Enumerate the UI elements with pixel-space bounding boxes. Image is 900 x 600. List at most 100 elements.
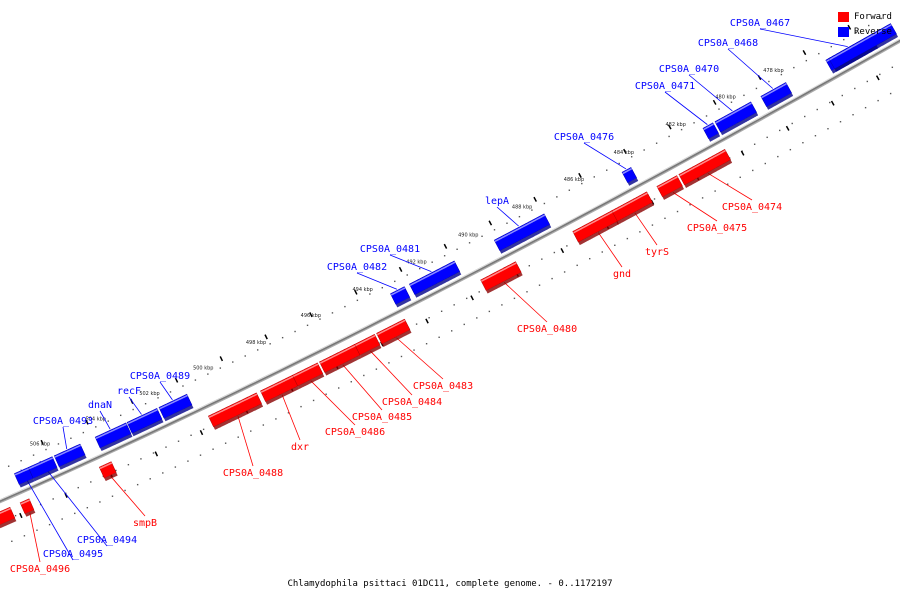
gene-cps0a-0486-body <box>292 362 324 387</box>
track-dot <box>269 343 271 345</box>
gene-cps0a-0484-label: CPS0A_0484 <box>382 397 442 408</box>
track-dot <box>11 540 13 543</box>
track-dot <box>852 114 854 116</box>
gene-cps0a-0489-leader <box>159 381 173 401</box>
gene-cps0a-0494[interactable] <box>27 456 59 482</box>
tick-mark <box>443 243 448 249</box>
track-dot <box>232 361 234 363</box>
track-dot <box>187 460 189 462</box>
track-dot <box>714 190 716 192</box>
track-dot <box>115 469 117 472</box>
tick-mark <box>623 148 627 154</box>
track-dot <box>169 391 172 393</box>
gene-cps0a-0484-shadow <box>359 345 382 359</box>
track-dot <box>664 217 666 220</box>
track-dot <box>778 129 781 132</box>
gene-cps0a-0485[interactable] <box>319 343 362 376</box>
track-dot <box>513 297 516 300</box>
kbp-tick-label: 502 kbp <box>139 391 159 397</box>
gene-cps0a-0474-highlight <box>679 149 726 177</box>
track-dot <box>780 73 783 76</box>
gene-recf-shadow <box>132 419 164 437</box>
tick-mark <box>802 49 807 56</box>
gene-lepa[interactable] <box>493 213 552 254</box>
gene-cps0a-0488-leader <box>237 416 254 467</box>
track-dot <box>879 73 881 76</box>
gene-cps0a-0495-body <box>13 467 34 485</box>
track-dot <box>563 271 566 273</box>
gene-cps0a-0476-leader <box>583 142 627 170</box>
tick-mark <box>219 356 224 362</box>
gene-cps0a-0482-label: CPS0A_0482 <box>327 262 387 273</box>
gene-cps0a-0483[interactable] <box>376 318 412 347</box>
gene-partial-top-body <box>828 23 897 70</box>
track-dot <box>804 115 806 118</box>
track-dot <box>338 387 340 389</box>
track-dot <box>82 431 85 434</box>
gene-cps0a-0476[interactable] <box>621 167 639 186</box>
gene-cps0a-0488-body <box>207 392 262 428</box>
track-dot <box>74 512 76 515</box>
gene-cps0a-0468-body <box>760 82 792 108</box>
tick-mark <box>199 430 204 436</box>
gene-cps0a-0493[interactable] <box>53 443 87 470</box>
gene-cps0a-0488[interactable] <box>207 392 264 430</box>
track-dot <box>705 115 708 117</box>
gene-cps0a-0474[interactable] <box>678 148 733 188</box>
gene-dxr-body <box>260 374 299 403</box>
track-dot <box>768 80 770 83</box>
track-dot <box>614 244 616 247</box>
gene-cps0a-0471-shadow <box>708 133 721 142</box>
track-dot <box>294 330 296 333</box>
track-dot <box>440 310 443 312</box>
gene-cps0a-0467-leader <box>759 28 848 47</box>
gene-dnan-label: dnaN <box>88 400 112 411</box>
gene-cps0a-0484-leader <box>370 350 413 396</box>
track-dot <box>7 465 10 467</box>
gene-cps0a-0486[interactable] <box>292 362 325 389</box>
gene-cps0a-0471[interactable] <box>702 122 721 142</box>
gene-cps0a-0475-leader <box>672 192 718 222</box>
gene-cps0a-0480-leader <box>503 282 548 323</box>
track-dot <box>829 101 831 104</box>
gene-smpb[interactable] <box>98 461 118 481</box>
gene-gnd[interactable] <box>572 210 619 246</box>
gene-dnan[interactable] <box>94 422 133 451</box>
gene-cps0a-0481[interactable] <box>408 260 462 298</box>
gene-dnan-body <box>94 422 132 449</box>
gene-cps0a-0468[interactable] <box>760 82 794 110</box>
gene-cps0a-0480[interactable] <box>480 261 523 294</box>
track-dot <box>306 324 309 327</box>
tick-mark <box>785 125 790 131</box>
track-dot <box>363 374 365 377</box>
backbone-shadow <box>0 40 900 504</box>
gene-cps0a-0489-body <box>158 393 193 419</box>
track-dot <box>388 362 390 364</box>
gene-cps0a-0494-body <box>27 456 58 479</box>
gene-cps0a-0475[interactable] <box>656 175 684 200</box>
gene-cps0a-0481-body <box>408 260 461 296</box>
track-dot <box>868 24 870 27</box>
kbp-tick-label: 486 kbp <box>564 177 584 183</box>
gene-partial-left[interactable] <box>0 506 17 529</box>
gene-cps0a-0489[interactable] <box>158 393 194 422</box>
gene-dxr[interactable] <box>260 374 300 405</box>
gene-cps0a-0484[interactable] <box>354 333 382 359</box>
gene-cps0a-0496[interactable] <box>19 498 36 517</box>
track-dot <box>553 251 556 254</box>
track-dot <box>753 143 756 145</box>
track-dot <box>866 80 869 83</box>
track-dot <box>90 481 92 483</box>
gene-cps0a-0482[interactable] <box>390 286 412 308</box>
gene-tyrs[interactable] <box>610 191 654 225</box>
gene-gnd-highlight <box>573 211 613 234</box>
gene-cps0a-0471-body <box>702 122 719 140</box>
gene-cps0a-0495[interactable] <box>13 467 35 488</box>
gene-cps0a-0468-label: CPS0A_0468 <box>698 38 758 49</box>
track-dot <box>481 235 483 238</box>
gene-cps0a-0470[interactable] <box>714 101 759 136</box>
track-dot <box>877 99 879 102</box>
gene-recf[interactable] <box>126 407 164 437</box>
track-dot <box>202 428 205 431</box>
gene-partial-top[interactable] <box>828 23 898 72</box>
